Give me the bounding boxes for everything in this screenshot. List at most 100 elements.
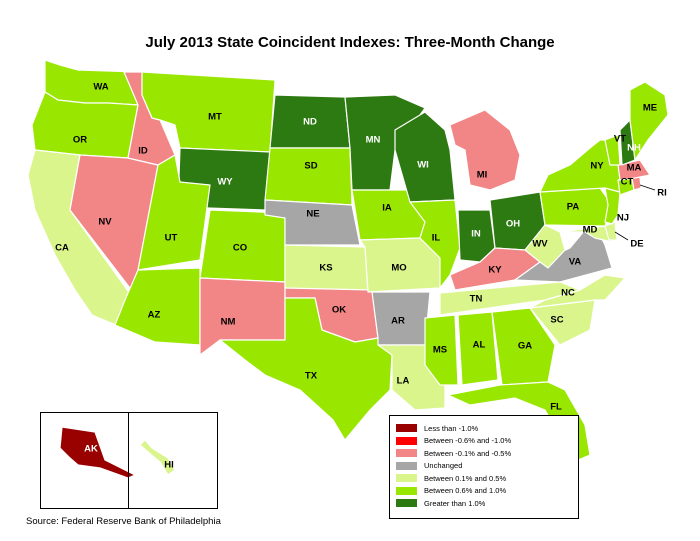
state-label-ok: OK [332,305,346,316]
state-label-sc: SC [550,315,563,326]
state-label-fl: FL [550,402,562,413]
state-al [457,311,499,386]
state-label-nd: ND [303,117,317,128]
legend-swatch [396,449,417,458]
state-label-nj: NJ [617,213,629,224]
state-label-ct: CT [621,177,634,188]
leader-line-de [614,231,629,241]
state-label-az: AZ [148,310,161,321]
state-label-nv: NV [98,217,112,228]
state-label-id: ID [138,146,148,157]
state-label-wy: WY [217,177,233,188]
legend-label: Unchanged [424,461,463,471]
state-ri [631,176,642,191]
state-label-ny: NY [590,161,604,172]
state-label-wa: WA [93,82,108,93]
state-hi [139,439,176,476]
state-label-me: ME [643,103,657,114]
state-label-de: DE [630,239,643,250]
state-ga [491,307,556,386]
legend-item: Less than -1.0% [396,422,572,435]
state-label-ky: KY [488,265,502,276]
state-label-hi: HI [164,460,174,471]
state-label-tn: TN [470,294,483,305]
state-nc [529,274,626,309]
legend-label: Between -0.1% and -0.5% [424,448,512,458]
state-label-mt: MT [208,112,222,123]
state-fl [447,381,591,461]
legend-item: Greater than 1.0% [396,497,572,510]
legend-item: Between 0.1% and 0.5% [396,472,572,485]
state-label-mn: MN [366,135,381,146]
state-mn [344,94,426,191]
legend-item: Unchanged [396,460,572,473]
leader-line-ri [639,184,656,191]
legend-swatch [396,474,417,483]
state-va [514,224,613,283]
legend-swatch [396,424,417,433]
state-label-nh: NH [627,143,641,154]
state-label-tx: TX [305,371,318,382]
state-label-ne: NE [306,209,319,220]
legend-item: Between 0.6% and 1.0% [396,485,572,498]
source-note: Source: Federal Reserve Bank of Philadel… [26,516,221,527]
state-label-nm: NM [221,317,236,328]
state-ms [424,314,459,386]
state-label-vt: VT [614,134,626,145]
legend-label: Greater than 1.0% [424,498,486,508]
state-label-ca: CA [55,243,69,254]
state-label-in: IN [471,229,481,240]
state-label-ia: IA [382,203,392,214]
legend-label: Less than -1.0% [424,423,479,433]
state-label-il: IL [432,233,441,244]
inset-divider [128,413,129,508]
legend-swatch [396,486,417,495]
state-label-pa: PA [567,202,580,213]
state-label-wv: WV [532,239,548,250]
state-label-ga: GA [518,341,532,352]
state-label-ak: AK [84,444,98,455]
state-ma [617,159,651,181]
legend-label: Between -0.6% and -1.0% [424,436,512,446]
legend-swatch [396,461,417,470]
state-label-al: AL [473,340,486,351]
state-mi [449,109,521,191]
state-label-ma: MA [627,163,642,174]
legend-swatch [396,436,417,445]
state-label-ar: AR [391,316,405,327]
map-legend: Less than -1.0% Between -0.6% and -1.0% Be… [389,415,579,519]
state-mt [141,71,276,153]
state-label-ms: MS [433,345,447,356]
legend-item: Between -0.1% and -0.5% [396,447,572,460]
state-label-ut: UT [165,233,178,244]
legend-label: Between 0.1% and 0.5% [424,473,507,483]
alaska-hawaii-inset [40,412,218,509]
legend-swatch [396,499,417,508]
state-label-or: OR [73,135,87,146]
state-label-mi: MI [477,170,488,181]
state-label-ks: KS [319,263,332,274]
state-label-ri: RI [657,188,667,199]
map-title: July 2013 State Coincident Indexes: Thre… [145,34,555,51]
legend-item: Between -0.6% and -1.0% [396,435,572,448]
state-tx [219,297,393,441]
state-il [409,199,461,289]
state-sd [264,147,353,206]
state-label-va: VA [569,257,582,268]
state-label-wi: WI [417,160,429,171]
state-label-oh: OH [506,219,520,230]
state-label-nc: NC [561,288,575,299]
state-md [559,225,613,243]
state-ak [59,426,136,479]
legend-label: Between 0.6% and 1.0% [424,486,507,496]
state-label-md: MD [583,225,598,236]
state-label-mo: MO [391,263,406,274]
state-wi [394,111,456,203]
state-label-sd: SD [304,161,317,172]
state-label-la: LA [397,376,410,387]
state-vt [604,134,621,166]
state-me [629,81,669,161]
state-label-co: CO [233,243,247,254]
state-az [114,267,201,346]
